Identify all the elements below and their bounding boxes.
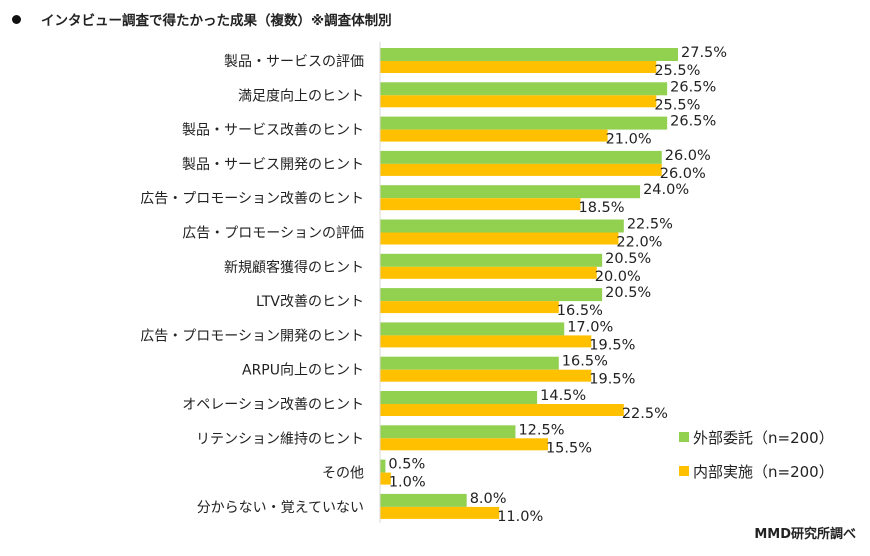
bar bbox=[380, 95, 657, 108]
bar bbox=[380, 48, 678, 61]
data-label: 19.5% bbox=[589, 372, 635, 388]
data-label: 26.0% bbox=[665, 148, 711, 164]
bar bbox=[380, 61, 657, 73]
data-label: 22.5% bbox=[627, 217, 673, 233]
source-note: MMD研究所調べ bbox=[754, 527, 856, 542]
bar bbox=[380, 198, 581, 211]
bar bbox=[380, 129, 608, 142]
chart-title: インタビュー調査で得たかった成果（複数）※調査体制別 bbox=[12, 9, 392, 29]
data-label: 20.5% bbox=[605, 285, 651, 301]
bar bbox=[380, 459, 386, 473]
category-label: 満足度向上のヒント bbox=[238, 88, 364, 104]
data-label: 26.5% bbox=[670, 114, 716, 130]
category-label: ARPU向上のヒント bbox=[242, 363, 364, 379]
category-label: 広告・プロモーションの評価 bbox=[182, 226, 364, 242]
bar bbox=[380, 150, 662, 164]
legend-label: 外部委託（n=200） bbox=[693, 429, 834, 447]
data-label: 24.0% bbox=[643, 182, 689, 198]
bar bbox=[380, 232, 619, 245]
data-label: 25.5% bbox=[654, 63, 700, 79]
data-label: 18.5% bbox=[578, 200, 624, 216]
category-label: 広告・プロモーション開発のヒント bbox=[140, 328, 364, 344]
category-label: リテンション維持のヒント bbox=[196, 431, 364, 447]
bar bbox=[380, 185, 641, 199]
bar bbox=[380, 472, 391, 485]
bar bbox=[380, 219, 624, 233]
bar bbox=[380, 266, 597, 279]
data-label: 20.0% bbox=[595, 269, 641, 285]
bar bbox=[380, 506, 500, 519]
bar bbox=[380, 493, 467, 507]
category-label: 製品・サービス開発のヒント bbox=[182, 157, 364, 173]
category-label: 製品・サービス改善のヒント bbox=[182, 123, 364, 139]
category-label: その他 bbox=[322, 466, 364, 482]
category-label: 新規顧客獲得のヒント bbox=[224, 259, 364, 276]
data-label: 16.5% bbox=[562, 354, 608, 370]
data-label: 8.0% bbox=[470, 491, 507, 507]
bar bbox=[380, 253, 603, 267]
bar bbox=[380, 301, 559, 314]
data-label: 26.0% bbox=[660, 166, 706, 182]
data-label: 11.0% bbox=[497, 509, 543, 525]
data-label: 22.0% bbox=[616, 235, 662, 251]
data-label: 1.0% bbox=[389, 475, 426, 491]
bar bbox=[380, 391, 538, 404]
data-label: 19.5% bbox=[589, 337, 635, 353]
category-label: 製品・サービスの評価 bbox=[224, 54, 364, 70]
data-label: 21.0% bbox=[606, 132, 652, 148]
category-label: オペレーション改善のヒント bbox=[182, 397, 364, 413]
category-label: 広告・プロモーション改善のヒント bbox=[140, 191, 364, 207]
category-label: 分からない・覚えていない bbox=[197, 500, 364, 516]
bar bbox=[380, 163, 662, 176]
data-label: 27.5% bbox=[681, 45, 727, 61]
legend-swatch bbox=[679, 432, 689, 442]
bar bbox=[380, 335, 592, 348]
bar bbox=[380, 369, 592, 382]
bullet-icon bbox=[12, 15, 21, 24]
data-label: 25.5% bbox=[654, 97, 700, 113]
data-label: 22.5% bbox=[622, 406, 668, 422]
data-label: 26.5% bbox=[670, 79, 716, 95]
data-label: 14.5% bbox=[540, 388, 586, 404]
data-label: 20.5% bbox=[605, 251, 651, 267]
bar bbox=[380, 82, 668, 96]
data-label: 15.5% bbox=[546, 440, 592, 456]
bar bbox=[380, 288, 603, 302]
bar bbox=[380, 356, 559, 370]
bar bbox=[380, 322, 565, 336]
bar bbox=[380, 404, 624, 416]
data-label: 12.5% bbox=[518, 422, 564, 438]
data-label: 0.5% bbox=[388, 457, 425, 473]
legend-label: 内部実施（n=200） bbox=[693, 463, 834, 481]
bar bbox=[380, 116, 668, 130]
bar bbox=[380, 425, 516, 439]
data-label: 17.0% bbox=[567, 319, 613, 335]
category-label: LTV改善のヒント bbox=[256, 294, 364, 310]
bar bbox=[380, 438, 548, 451]
legend-swatch bbox=[679, 466, 689, 476]
data-label: 16.5% bbox=[557, 303, 603, 319]
